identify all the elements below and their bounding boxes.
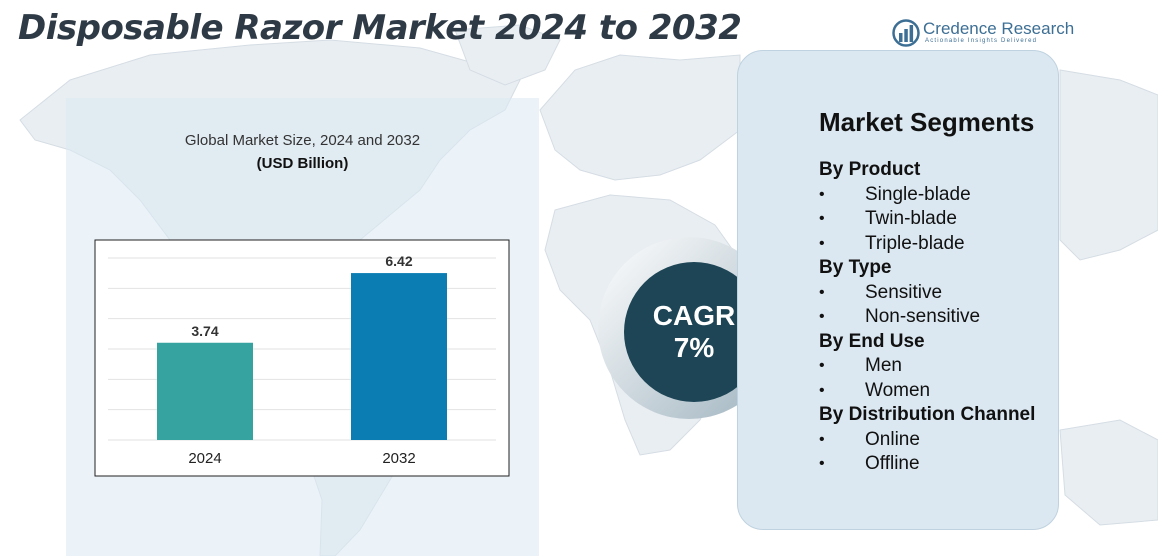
chart-title: Global Market Size, 2024 and 2032 bbox=[184, 132, 421, 149]
segment-group-title: By End Use bbox=[819, 330, 925, 352]
segment-item: • Sensitive bbox=[819, 281, 1059, 306]
market-segments-card: Market Segments By Product • Single-blade •… bbox=[737, 50, 1059, 530]
segments-heading: Market Segments bbox=[819, 107, 1035, 137]
segment-item-label: Online bbox=[865, 428, 920, 450]
bar-chart: 3.74 2024 6.42 2032 bbox=[94, 239, 510, 477]
segment-item: • Twin-blade bbox=[819, 207, 1059, 232]
bar-value-label-2032: 6.42 bbox=[385, 253, 412, 269]
bar-2024 bbox=[157, 342, 253, 440]
segment-item-label: Triple-blade bbox=[865, 232, 965, 254]
segment-item-label: Non-sensitive bbox=[865, 306, 981, 327]
segment-item: • Single-blade bbox=[819, 183, 1059, 208]
segment-group-title: By Type bbox=[819, 257, 892, 278]
segment-item-label: Men bbox=[865, 355, 902, 376]
bullet-icon: • bbox=[819, 381, 825, 399]
segment-item-label: Women bbox=[865, 379, 931, 401]
segment-item-label: Twin-blade bbox=[865, 208, 957, 229]
segment-item: • Online bbox=[819, 428, 1059, 453]
page-title: Disposable Razor Market 2024 to 2032 bbox=[18, 8, 742, 48]
cagr-label: CAGR bbox=[652, 300, 736, 331]
segment-item: • Offline bbox=[819, 452, 1059, 477]
bullet-icon: • bbox=[819, 210, 825, 227]
segment-group-title: By Distribution Channel bbox=[819, 404, 1036, 425]
greenland-shape bbox=[454, 24, 561, 86]
segment-item: • Women bbox=[819, 379, 1059, 404]
segment-item: • Men bbox=[819, 354, 1059, 379]
segments-list: By Product • Single-blade • Twin-blade • Tripl… bbox=[819, 158, 1059, 477]
chart-unit-label: (USD Billion) bbox=[256, 155, 349, 172]
x-tick-label-2024: 2024 bbox=[188, 450, 221, 467]
bar-value-label-2024: 3.74 bbox=[191, 323, 218, 339]
bullet-icon: • bbox=[819, 308, 825, 325]
segment-item-label: Offline bbox=[865, 453, 920, 474]
cagr-value: 7% bbox=[673, 332, 715, 363]
market-size-panel: Global Market Size, 2024 and 2032 (USD B… bbox=[66, 98, 539, 556]
bullet-icon: • bbox=[819, 234, 825, 252]
segment-item-label: Single-blade bbox=[865, 183, 971, 205]
bullet-icon: • bbox=[819, 430, 825, 448]
brand-logo: Credence Research Actionable Insights De… bbox=[892, 18, 1077, 50]
bullet-icon: • bbox=[819, 283, 825, 301]
x-tick-label-2032: 2032 bbox=[382, 450, 415, 467]
segment-item-label: Sensitive bbox=[865, 281, 943, 303]
bullet-icon: • bbox=[819, 357, 825, 374]
brand-name: Credence Research bbox=[923, 19, 1075, 38]
asia-shape bbox=[1059, 69, 1158, 261]
australia-shape bbox=[1059, 419, 1158, 526]
logo-icon bbox=[892, 19, 920, 47]
segment-group-title: By Product bbox=[819, 159, 921, 180]
bullet-icon: • bbox=[819, 185, 825, 203]
segment-item: • Triple-blade bbox=[819, 232, 1059, 257]
bullet-icon: • bbox=[819, 455, 825, 472]
segment-item: • Non-sensitive bbox=[819, 305, 1059, 330]
brand-tagline: Actionable Insights Delivered bbox=[925, 38, 1038, 44]
europe-shape bbox=[539, 54, 741, 181]
bar-2032 bbox=[351, 273, 447, 440]
